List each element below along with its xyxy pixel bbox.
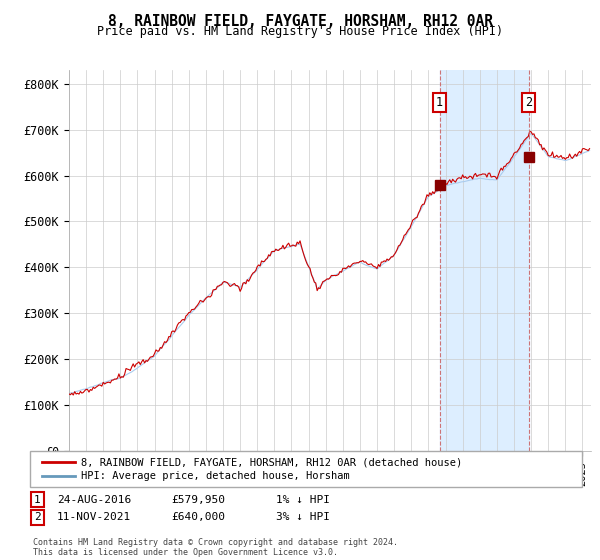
Text: 3% ↓ HPI: 3% ↓ HPI <box>276 512 330 522</box>
Text: 11-NOV-2021: 11-NOV-2021 <box>57 512 131 522</box>
Text: 2: 2 <box>34 512 41 522</box>
Text: 1% ↓ HPI: 1% ↓ HPI <box>276 494 330 505</box>
Text: Price paid vs. HM Land Registry's House Price Index (HPI): Price paid vs. HM Land Registry's House … <box>97 25 503 38</box>
Text: 2: 2 <box>525 96 532 109</box>
Text: Contains HM Land Registry data © Crown copyright and database right 2024.
This d: Contains HM Land Registry data © Crown c… <box>33 538 398 557</box>
Text: 1: 1 <box>436 96 443 109</box>
Text: 8, RAINBOW FIELD, FAYGATE, HORSHAM, RH12 0AR (detached house): 8, RAINBOW FIELD, FAYGATE, HORSHAM, RH12… <box>81 457 462 467</box>
Text: HPI: Average price, detached house, Horsham: HPI: Average price, detached house, Hors… <box>81 471 350 481</box>
Text: 1: 1 <box>34 494 41 505</box>
Text: 8, RAINBOW FIELD, FAYGATE, HORSHAM, RH12 0AR: 8, RAINBOW FIELD, FAYGATE, HORSHAM, RH12… <box>107 14 493 29</box>
Text: £640,000: £640,000 <box>171 512 225 522</box>
Text: £579,950: £579,950 <box>171 494 225 505</box>
Bar <box>440 70 529 451</box>
Text: 24-AUG-2016: 24-AUG-2016 <box>57 494 131 505</box>
